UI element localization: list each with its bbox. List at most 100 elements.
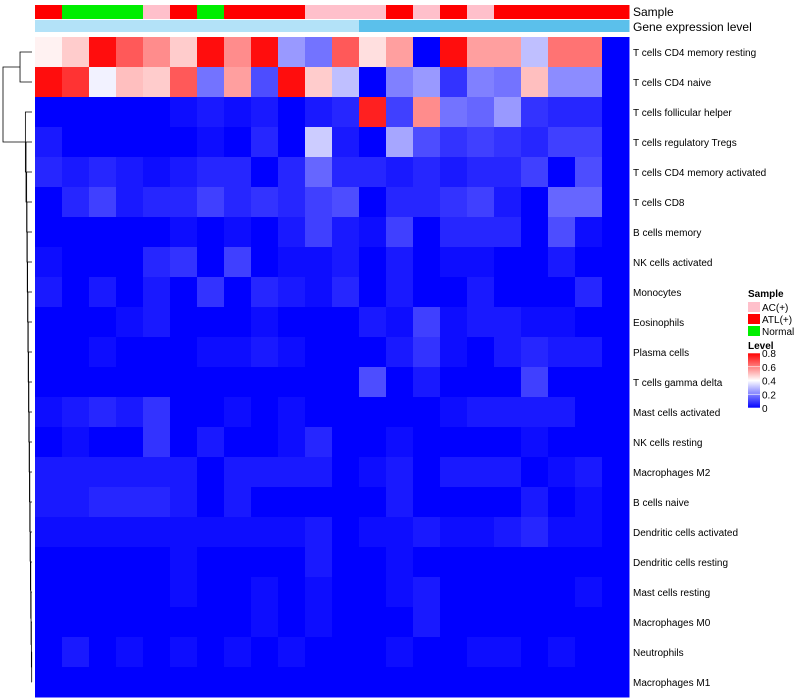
cell-t-cells-cd4-memory-resting-15 xyxy=(440,37,468,68)
cell-eosinophils-14 xyxy=(413,307,441,338)
cell-t-cells-cd8-7 xyxy=(224,187,252,218)
cell-plasma-cells-16 xyxy=(467,337,495,368)
cell-nk-cells-activated-6 xyxy=(197,247,225,278)
cell-mast-cells-resting-20 xyxy=(575,577,603,608)
cell-macrophages-m2-20 xyxy=(575,457,603,488)
cell-t-cells-cd4-memory-activated-18 xyxy=(521,157,549,188)
legend-level-title: Level xyxy=(748,341,774,352)
cell-plasma-cells-2 xyxy=(89,337,117,368)
dendrogram-branch-21 xyxy=(2,66,26,143)
cell-nk-cells-resting-20 xyxy=(575,427,603,458)
cell-neutrophils-15 xyxy=(440,637,468,668)
cell-eosinophils-5 xyxy=(170,307,198,338)
cell-eosinophils-16 xyxy=(467,307,495,338)
annotation-sample-13 xyxy=(386,5,414,19)
annotation-gene-expression-level-5 xyxy=(170,20,198,32)
cell-macrophages-m0-10 xyxy=(305,607,333,638)
annotation-gene-expression-level-10 xyxy=(305,20,333,32)
cell-t-cells-follicular-helper-2 xyxy=(89,97,117,128)
cell-t-cells-cd4-memory-activated-5 xyxy=(170,157,198,188)
cell-macrophages-m1-21 xyxy=(602,667,630,698)
cell-t-cells-gamma-delta-20 xyxy=(575,367,603,398)
cell-mast-cells-resting-6 xyxy=(197,577,225,608)
cell-dendritic-cells-resting-10 xyxy=(305,547,333,578)
cell-t-cells-cd4-memory-activated-20 xyxy=(575,157,603,188)
cell-neutrophils-17 xyxy=(494,637,522,668)
cell-b-cells-memory-10 xyxy=(305,217,333,248)
cell-macrophages-m2-21 xyxy=(602,457,630,488)
cell-eosinophils-2 xyxy=(89,307,117,338)
cell-macrophages-m2-18 xyxy=(521,457,549,488)
legend-sample-title: Sample xyxy=(748,289,784,300)
cell-t-cells-cd8-21 xyxy=(602,187,630,218)
row-label-monocytes: Monocytes xyxy=(633,288,681,299)
cell-b-cells-naive-15 xyxy=(440,487,468,518)
level-tick-label-1: 0.6 xyxy=(762,363,776,374)
cell-neutrophils-19 xyxy=(548,637,576,668)
cell-t-cells-cd4-memory-resting-9 xyxy=(278,37,306,68)
row-label-t-cells-cd4-memory-resting: T cells CD4 memory resting xyxy=(633,48,756,59)
cell-t-cells-cd4-naive-2 xyxy=(89,67,117,98)
cell-nk-cells-resting-18 xyxy=(521,427,549,458)
cell-plasma-cells-1 xyxy=(62,337,90,368)
cell-b-cells-naive-7 xyxy=(224,487,252,518)
cell-macrophages-m2-6 xyxy=(197,457,225,488)
cell-macrophages-m1-5 xyxy=(170,667,198,698)
cell-mast-cells-activated-20 xyxy=(575,397,603,428)
cell-b-cells-memory-8 xyxy=(251,217,279,248)
cell-t-cells-cd8-20 xyxy=(575,187,603,218)
cell-neutrophils-6 xyxy=(197,637,225,668)
cell-t-cells-regulatory-tregs-18 xyxy=(521,127,549,158)
cell-plasma-cells-20 xyxy=(575,337,603,368)
annotation-gene-expression-level-14 xyxy=(413,20,441,32)
cell-macrophages-m2-17 xyxy=(494,457,522,488)
cell-monocytes-4 xyxy=(143,277,171,308)
cell-mast-cells-activated-21 xyxy=(602,397,630,428)
cell-b-cells-naive-16 xyxy=(467,487,495,518)
cell-mast-cells-activated-16 xyxy=(467,397,495,428)
cell-macrophages-m1-10 xyxy=(305,667,333,698)
annotation-sample-7 xyxy=(224,5,252,19)
row-label-b-cells-naive: B cells naive xyxy=(633,498,690,509)
cell-macrophages-m0-20 xyxy=(575,607,603,638)
cell-b-cells-naive-8 xyxy=(251,487,279,518)
cell-t-cells-follicular-helper-3 xyxy=(116,97,144,128)
cell-dendritic-cells-resting-11 xyxy=(332,547,360,578)
cell-t-cells-regulatory-tregs-7 xyxy=(224,127,252,158)
cell-macrophages-m0-12 xyxy=(359,607,387,638)
cell-t-cells-cd4-memory-resting-2 xyxy=(89,37,117,68)
cell-t-cells-cd4-memory-resting-17 xyxy=(494,37,522,68)
cell-monocytes-9 xyxy=(278,277,306,308)
cell-nk-cells-resting-21 xyxy=(602,427,630,458)
cell-t-cells-follicular-helper-6 xyxy=(197,97,225,128)
cell-dendritic-cells-activated-17 xyxy=(494,517,522,548)
cell-dendritic-cells-resting-6 xyxy=(197,547,225,578)
cell-nk-cells-activated-2 xyxy=(89,247,117,278)
cell-b-cells-naive-18 xyxy=(521,487,549,518)
cell-t-cells-cd8-15 xyxy=(440,187,468,218)
cell-dendritic-cells-resting-12 xyxy=(359,547,387,578)
cell-mast-cells-resting-12 xyxy=(359,577,387,608)
cell-t-cells-cd4-naive-5 xyxy=(170,67,198,98)
cell-mast-cells-resting-13 xyxy=(386,577,414,608)
cell-macrophages-m0-3 xyxy=(116,607,144,638)
cell-t-cells-cd8-19 xyxy=(548,187,576,218)
cell-t-cells-cd4-naive-21 xyxy=(602,67,630,98)
row-label-macrophages-m0: Macrophages M0 xyxy=(633,618,711,629)
cell-monocytes-12 xyxy=(359,277,387,308)
cell-neutrophils-8 xyxy=(251,637,279,668)
cell-b-cells-memory-19 xyxy=(548,217,576,248)
cell-nk-cells-resting-19 xyxy=(548,427,576,458)
annotation-gene-expression-level-2 xyxy=(89,20,117,32)
cell-monocytes-14 xyxy=(413,277,441,308)
cell-plasma-cells-19 xyxy=(548,337,576,368)
cell-mast-cells-activated-9 xyxy=(278,397,306,428)
cell-dendritic-cells-activated-3 xyxy=(116,517,144,548)
cell-b-cells-naive-19 xyxy=(548,487,576,518)
cell-macrophages-m1-12 xyxy=(359,667,387,698)
cell-mast-cells-activated-10 xyxy=(305,397,333,428)
cell-b-cells-naive-3 xyxy=(116,487,144,518)
annotation-gene-expression-level-12 xyxy=(359,20,387,32)
cell-b-cells-memory-17 xyxy=(494,217,522,248)
cell-mast-cells-resting-8 xyxy=(251,577,279,608)
